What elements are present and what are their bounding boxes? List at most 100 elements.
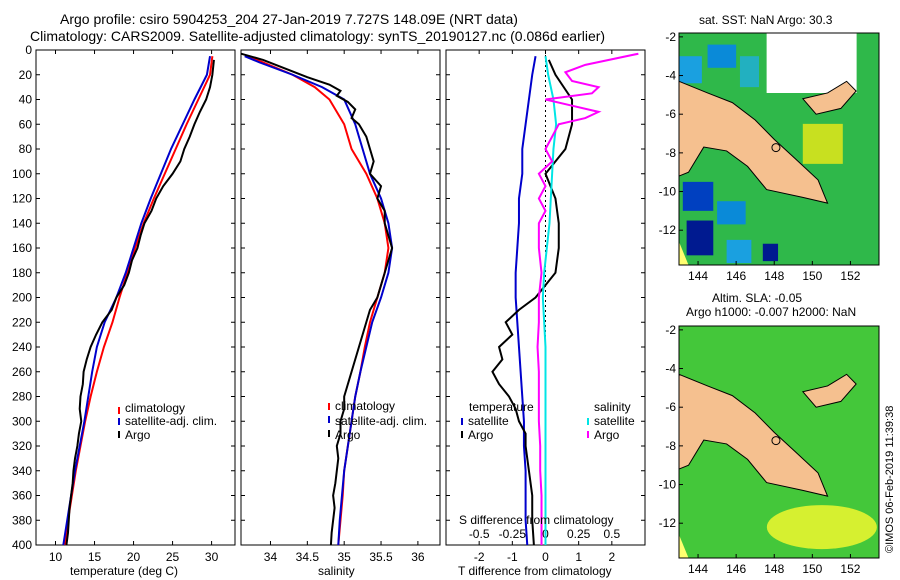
salinity-legend: climatology satellite-adj. clim. Argo <box>328 399 427 442</box>
sla-map-frame <box>678 325 880 559</box>
x-tick-label: 36 <box>411 550 425 564</box>
y-tick-label: 400 <box>12 538 32 552</box>
legend-argo: Argo <box>125 428 151 442</box>
sst-map-title: sat. SST: NaN Argo: 30.3 <box>699 13 833 27</box>
cape-york-edge <box>679 241 689 265</box>
map-y-tick-label: -8 <box>665 146 676 160</box>
y-tick-label: 100 <box>12 167 32 181</box>
legend-satellite: satellite-adj. clim. <box>335 414 427 428</box>
legend-satellite: satellite-adj. clim. <box>125 414 217 428</box>
map-x-tick-label: 146 <box>726 562 746 576</box>
sst-data-block <box>707 44 737 68</box>
legend-sal-satellite: satellite <box>594 414 635 428</box>
map-x-tick-label: 144 <box>688 269 708 283</box>
temperature-axis-label: temperature (deg C) <box>70 564 178 578</box>
map-x-tick-label: 150 <box>802 269 822 283</box>
t-difference-axis-label: T difference from climatology <box>458 564 612 578</box>
sst-data-block <box>682 181 714 211</box>
map-y-tick-label: -2 <box>665 30 676 44</box>
y-tick-label: 200 <box>12 291 32 305</box>
legend-sal-argo: Argo <box>594 428 620 442</box>
high-sla-area <box>766 505 877 550</box>
salinity-axis-label: salinity <box>318 564 355 578</box>
difference-panel: -2 -1 0 1 2-0.5 -0.25 0 0.25 0.5 <box>445 49 646 564</box>
plot-frame <box>35 49 236 546</box>
series-climatology <box>247 55 390 546</box>
plot-frame <box>240 49 441 546</box>
legend-temp-satellite: satellite <box>468 414 509 428</box>
argo-float-marker <box>771 436 781 446</box>
sst-data-block <box>762 243 779 262</box>
new-britain-island <box>801 373 857 408</box>
y-tick-label: 280 <box>12 390 32 404</box>
x-tick-label: 1 <box>575 550 582 564</box>
x-tick-label: 35 <box>338 550 352 564</box>
y-tick-label: 300 <box>12 414 32 428</box>
map-y-tick-label: -12 <box>659 223 677 237</box>
series-salinity-argo <box>536 52 639 545</box>
series-satellite-adj-clim- <box>244 55 394 546</box>
new-britain-island <box>801 80 857 115</box>
y-tick-label: 240 <box>12 340 32 354</box>
map-y-tick-label: -6 <box>665 400 676 414</box>
x-tick-label: 34.5 <box>296 550 320 564</box>
sst-map: sat. SST: NaN Argo: 30.3 144 146 148 150 152… <box>659 13 880 283</box>
x-tick-label: -1 <box>507 550 518 564</box>
series-argo <box>65 59 215 546</box>
y-tick-label: 0 <box>25 43 32 57</box>
series-argo <box>240 52 394 546</box>
sla-map: Altim. SLA: -0.05 Argo h1000: -0.007 h20… <box>659 291 880 576</box>
map-y-tick-label: -12 <box>659 516 677 530</box>
series-temperature-argo <box>491 59 574 546</box>
sst-data-block <box>679 56 702 84</box>
map-y-tick-label: -2 <box>665 323 676 337</box>
map-y-tick-label: -4 <box>665 362 676 376</box>
y-tick-label: 60 <box>19 117 33 131</box>
sst-data-block <box>717 201 746 225</box>
legend-climatology: climatology <box>335 399 395 413</box>
y-tick-label: 380 <box>12 513 32 527</box>
argo-float-marker <box>771 143 781 153</box>
s-tick-label: -0.5 <box>469 527 490 541</box>
legend-argo: Argo <box>335 428 361 442</box>
y-tick-label: 160 <box>12 241 32 255</box>
x-tick-label: 10 <box>49 550 63 564</box>
map-x-tick-label: 152 <box>840 562 860 576</box>
x-tick-label: 34 <box>264 550 278 564</box>
map-x-tick-label: 146 <box>726 269 746 283</box>
missing-data-area <box>766 33 857 93</box>
s-tick-label: 0.5 <box>603 527 620 541</box>
y-tick-label: 20 <box>19 68 33 82</box>
x-tick-label: -2 <box>474 550 485 564</box>
y-tick-label: 260 <box>12 365 32 379</box>
legend-temp-argo: Argo <box>468 428 494 442</box>
sst-data-block <box>739 56 759 88</box>
salinity-panel: 34 34.5 35 35.5 36 <box>240 49 441 564</box>
sst-data-block <box>686 220 714 256</box>
y-tick-label: 340 <box>12 464 32 478</box>
s-difference-axis-label: S difference from climatology <box>459 513 614 527</box>
map-y-tick-label: -6 <box>665 107 676 121</box>
series-climatology <box>63 56 214 546</box>
sla-map-title-2: Argo h1000: -0.007 h2000: NaN <box>686 305 856 319</box>
series-temperature-satellite <box>514 56 537 546</box>
map-x-tick-label: 148 <box>764 562 784 576</box>
title-line-1: Argo profile: csiro 5904253_204 27-Jan-2… <box>60 11 518 27</box>
y-tick-label: 360 <box>12 489 32 503</box>
new-guinea-landmass <box>678 373 829 497</box>
series-satellite-adj-clim- <box>62 56 212 546</box>
x-tick-label: 35.5 <box>369 550 393 564</box>
y-tick-label: 320 <box>12 439 32 453</box>
y-tick-label: 180 <box>12 266 32 280</box>
cape-york-edge <box>679 534 689 558</box>
imos-stamp: ©IMOS 06-Feb-2019 11:39:38 <box>884 406 896 553</box>
y-tick-label: 40 <box>19 93 33 107</box>
x-tick-label: 30 <box>205 550 219 564</box>
legend-temperature-heading: temperature <box>469 400 534 414</box>
y-tick-label: 120 <box>12 192 32 206</box>
map-y-tick-label: -10 <box>659 185 677 199</box>
x-tick-label: 20 <box>127 550 141 564</box>
x-tick-label: 2 <box>608 550 615 564</box>
x-tick-label: 0 <box>542 550 549 564</box>
